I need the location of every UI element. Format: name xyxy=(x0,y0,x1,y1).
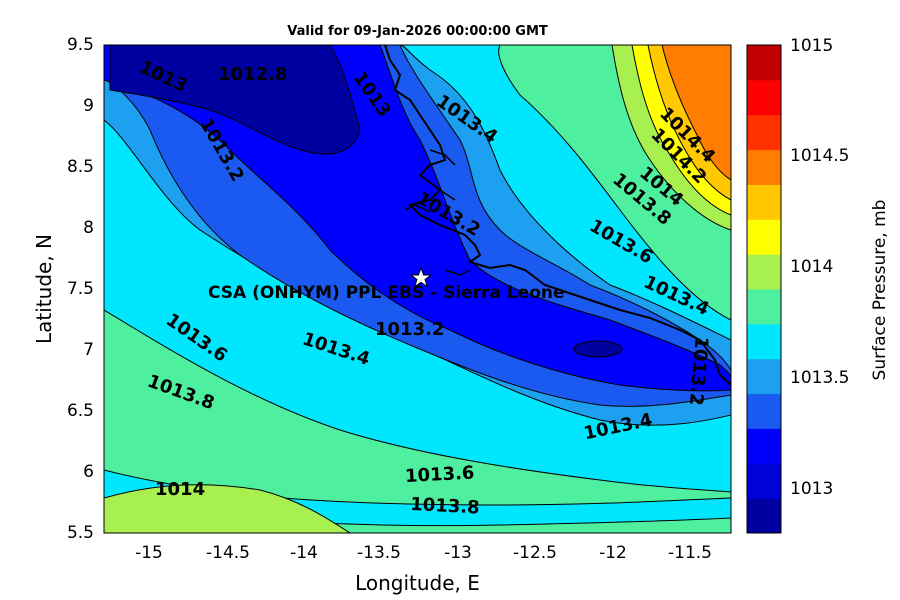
band-1012_8b xyxy=(573,340,623,358)
colorbar-swatch-10 xyxy=(747,184,781,220)
x-tick-5: -13 xyxy=(444,543,472,563)
colorbar-label: Surface Pressure, mb xyxy=(870,199,890,381)
colorbar-swatch-11 xyxy=(747,149,781,185)
colorbar-swatch-2 xyxy=(747,463,781,499)
y-tick-2: 9 xyxy=(83,96,94,116)
coastline xyxy=(384,45,731,386)
band-1014_1 xyxy=(104,484,351,533)
y-tick-6: 7 xyxy=(83,340,94,360)
y-tick-3: 8.5 xyxy=(66,157,94,177)
colorbar-swatch-9 xyxy=(747,219,781,255)
x-tick-6: -12.5 xyxy=(513,543,557,563)
station-star-icon xyxy=(409,266,433,288)
plot-title: Valid for 09-Jan-2026 00:00:00 GMT xyxy=(287,24,548,39)
x-tick-4: -13.5 xyxy=(357,543,401,563)
coastline-islands xyxy=(404,149,471,276)
colorbar-tick-4: 1013.5 xyxy=(790,368,850,388)
y-tick-8: 6 xyxy=(83,462,94,482)
x-tick-7: -12 xyxy=(599,543,627,563)
station-label: CSA (ONHYM) PPL EBS - Sierra Leone xyxy=(208,283,565,303)
colorbar-swatch-12 xyxy=(747,114,781,151)
contour-label-7: 1013.2 xyxy=(375,319,444,340)
x-tick-8: -11.5 xyxy=(668,543,712,563)
colorbar-swatch-1 xyxy=(747,498,781,534)
colorbar-tick-2: 1014.5 xyxy=(790,146,850,166)
colorbar-swatch-7 xyxy=(747,289,781,325)
colorbar-swatch-4 xyxy=(747,393,781,429)
plot-frame xyxy=(103,44,732,534)
colorbar-swatch-13 xyxy=(747,79,781,116)
y-tick-1: 9.5 xyxy=(66,35,94,55)
colorbar-tick-3: 1014 xyxy=(790,257,834,277)
contour-label-14: 1013.6 xyxy=(404,462,474,487)
colorbar-swatch-14 xyxy=(747,45,781,81)
y-tick-4: 8 xyxy=(83,218,94,238)
band-1013_7 xyxy=(104,309,731,533)
y-tick-5: 7.5 xyxy=(66,279,94,299)
colorbar-tick-1: 1015 xyxy=(790,36,834,56)
colorbar-frame xyxy=(746,44,782,534)
y-tick-9: 5.5 xyxy=(66,523,94,543)
y-axis-label: Latitude, N xyxy=(32,234,56,344)
colorbar xyxy=(746,44,782,534)
x-tick-3: -14 xyxy=(290,543,318,563)
x-tick-2: -14.5 xyxy=(206,543,250,563)
colorbar-swatch-3 xyxy=(747,428,781,464)
band-1014_6 xyxy=(661,45,731,181)
colorbar-tick-5: 1013 xyxy=(790,479,834,499)
x-axis-label: Longitude, E xyxy=(355,571,480,595)
y-tick-7: 6.5 xyxy=(66,401,94,421)
colorbar-swatch-5 xyxy=(747,358,781,395)
x-tick-1: -15 xyxy=(135,543,163,563)
band-1012_8 xyxy=(109,45,361,155)
colorbar-swatch-8 xyxy=(747,254,781,290)
contour-label-2: 1012.8 xyxy=(218,64,287,85)
colorbar-swatch-6 xyxy=(747,323,781,360)
contour-label-12: 1014 xyxy=(155,479,205,500)
contour-label-15: 1013.8 xyxy=(410,494,480,519)
